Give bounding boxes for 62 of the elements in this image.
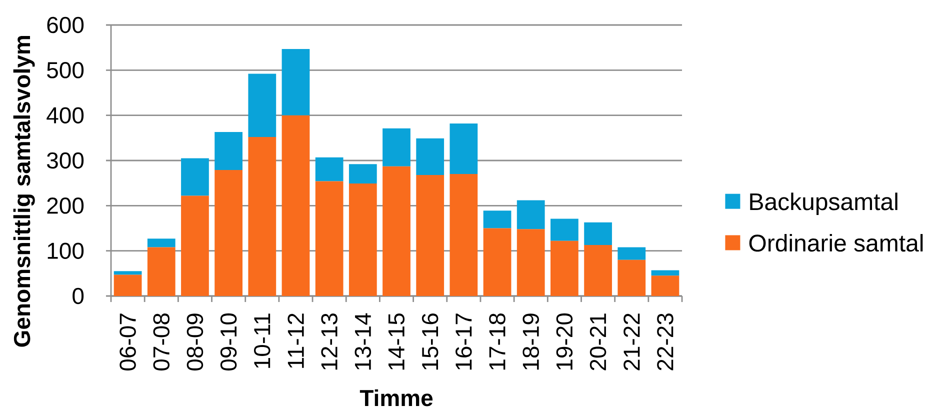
y-tick-label: 200 — [47, 198, 84, 214]
x-tick-label: 19-20 — [556, 313, 573, 370]
x-tick-label: 08-09 — [186, 314, 204, 370]
bar — [416, 138, 444, 175]
y-tick-label: 600 — [47, 16, 84, 34]
bar — [550, 218, 578, 241]
legend-label: Backupsamtal — [750, 192, 898, 215]
bar — [483, 210, 512, 228]
bar — [382, 166, 410, 296]
bar — [516, 200, 545, 230]
bar — [114, 271, 142, 275]
bar — [214, 170, 242, 296]
x-tick-label: 09-10 — [220, 313, 237, 370]
x-tick-label: 14-15 — [388, 313, 405, 370]
bar — [550, 240, 578, 296]
y-tick-label: 500 — [47, 62, 84, 78]
bar — [181, 196, 209, 296]
x-tick-label: 13-14 — [354, 313, 372, 370]
x-tick-label: 22-23 — [657, 314, 674, 370]
bar — [618, 260, 646, 296]
x-tick-label: 21-22 — [624, 314, 640, 370]
x-tick-label: 18-19 — [522, 314, 539, 370]
x-tick-label: 20-21 — [590, 314, 606, 370]
bar — [147, 238, 176, 248]
bar — [248, 137, 276, 296]
bar — [382, 128, 410, 166]
bar — [483, 228, 512, 296]
bar — [651, 270, 680, 276]
legend-label: Ordinarie samtal — [749, 234, 923, 252]
bar — [584, 222, 612, 245]
x-tick-label: 11-12 — [288, 314, 304, 368]
bar — [114, 274, 142, 296]
y-axis-title: Genomsnittlig samtalsvolym — [13, 36, 35, 347]
bar — [147, 247, 176, 296]
bar — [214, 132, 242, 170]
bar — [416, 174, 444, 296]
y-tick-label: 0 — [72, 288, 84, 304]
y-tick-label: 400 — [46, 107, 84, 124]
bar — [282, 48, 310, 116]
bar — [248, 74, 276, 138]
bar — [348, 164, 377, 184]
bar — [651, 276, 680, 296]
x-tick-label: 10-11 — [254, 314, 270, 368]
bar — [181, 158, 209, 196]
bar — [315, 157, 344, 182]
y-tick-label: 300 — [46, 152, 84, 169]
x-tick-label: 07-08 — [153, 314, 170, 370]
bar — [450, 123, 478, 174]
bar — [282, 115, 310, 296]
x-tick-label: 12-13 — [321, 314, 338, 370]
x-axis-title: Timme — [360, 389, 433, 406]
bar — [618, 247, 646, 260]
bar — [348, 184, 377, 296]
bar — [450, 174, 478, 296]
bar — [516, 229, 545, 296]
x-tick-label: 17-18 — [489, 314, 506, 370]
bar — [584, 244, 612, 296]
bar — [315, 181, 344, 296]
x-tick-label: 15-16 — [422, 314, 438, 370]
y-tick-label: 100 — [48, 242, 84, 259]
x-tick-label: 06-07 — [120, 314, 136, 370]
x-tick-label: 16-17 — [456, 314, 472, 370]
